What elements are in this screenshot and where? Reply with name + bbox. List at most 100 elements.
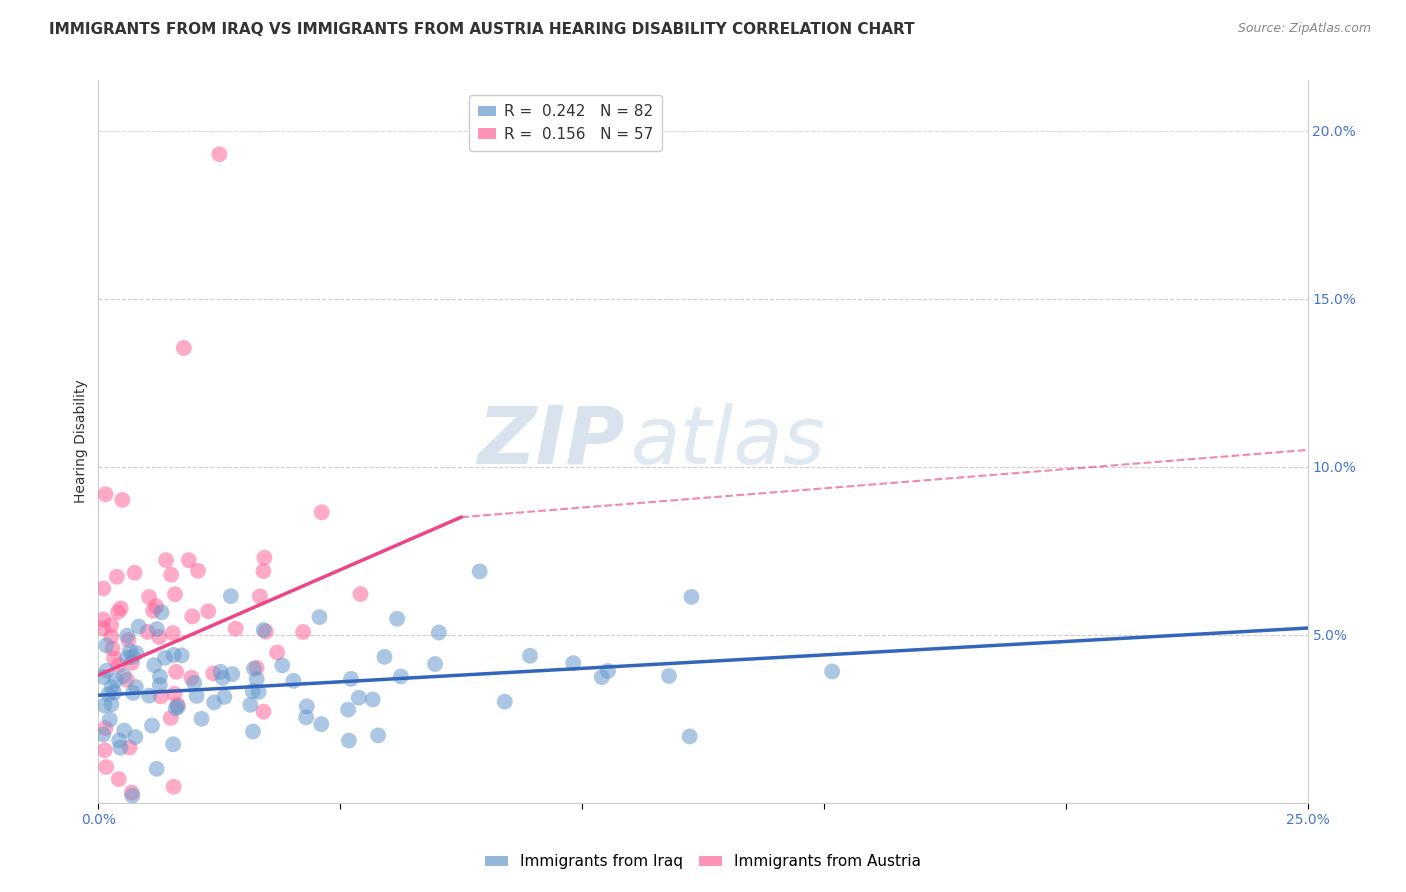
Point — [117, 633, 139, 648]
Point — [125, 680, 148, 694]
Point — [115, 650, 138, 665]
Point — [110, 601, 132, 615]
Point — [94, 721, 117, 735]
Point — [202, 666, 225, 681]
Point — [308, 610, 330, 624]
Point — [247, 685, 270, 699]
Point — [211, 671, 233, 685]
Point — [180, 671, 202, 685]
Text: atlas: atlas — [630, 402, 825, 481]
Point — [187, 564, 209, 578]
Point — [110, 740, 132, 755]
Point — [202, 695, 225, 709]
Point — [93, 698, 115, 713]
Point — [361, 692, 384, 706]
Point — [91, 621, 114, 635]
Point — [214, 690, 236, 704]
Text: IMMIGRANTS FROM IRAQ VS IMMIGRANTS FROM AUSTRIA HEARING DISABILITY CORRELATION C: IMMIGRANTS FROM IRAQ VS IMMIGRANTS FROM … — [49, 22, 915, 37]
Point — [254, 624, 277, 639]
Point — [103, 651, 125, 665]
Point — [94, 743, 117, 757]
Point — [170, 648, 193, 663]
Point — [246, 661, 269, 675]
Point — [562, 656, 585, 670]
Point — [221, 667, 243, 681]
Point — [97, 687, 120, 701]
Point — [148, 630, 170, 644]
Point — [165, 665, 187, 679]
Point — [821, 665, 844, 679]
Point — [128, 619, 150, 633]
Point — [252, 705, 274, 719]
Point — [118, 740, 141, 755]
Point — [373, 649, 395, 664]
Point — [173, 341, 195, 355]
Point — [145, 599, 167, 614]
Legend: R =  0.242   N = 82, R =  0.156   N = 57: R = 0.242 N = 82, R = 0.156 N = 57 — [468, 95, 662, 151]
Point — [104, 673, 127, 688]
Point — [423, 657, 446, 671]
Point — [292, 624, 315, 639]
Point — [94, 487, 117, 501]
Point — [347, 690, 370, 705]
Point — [166, 698, 188, 712]
Point — [100, 618, 122, 632]
Point — [311, 505, 333, 519]
Point — [494, 695, 516, 709]
Point — [149, 678, 172, 692]
Point — [190, 712, 212, 726]
Point — [121, 649, 143, 664]
Y-axis label: Hearing Disability: Hearing Disability — [75, 380, 89, 503]
Point — [252, 564, 274, 578]
Point — [125, 646, 148, 660]
Point — [146, 622, 169, 636]
Point — [162, 626, 184, 640]
Point — [91, 727, 114, 741]
Point — [162, 737, 184, 751]
Point — [121, 656, 143, 670]
Point — [243, 662, 266, 676]
Point — [120, 644, 142, 658]
Point — [100, 697, 122, 711]
Point — [295, 699, 318, 714]
Point — [136, 624, 159, 639]
Text: ZIP: ZIP — [477, 402, 624, 481]
Point — [149, 669, 172, 683]
Point — [253, 550, 276, 565]
Point — [122, 686, 145, 700]
Point — [225, 622, 247, 636]
Point — [162, 648, 184, 662]
Point — [177, 553, 200, 567]
Point — [468, 565, 491, 579]
Point — [112, 669, 135, 683]
Point — [159, 711, 181, 725]
Point — [124, 730, 146, 744]
Point — [115, 673, 138, 687]
Point — [367, 728, 389, 742]
Point — [91, 670, 114, 684]
Point — [242, 684, 264, 698]
Point — [266, 645, 288, 659]
Point — [658, 669, 681, 683]
Point — [349, 587, 371, 601]
Point — [96, 639, 118, 653]
Point — [679, 730, 702, 744]
Point — [160, 567, 183, 582]
Text: Source: ZipAtlas.com: Source: ZipAtlas.com — [1237, 22, 1371, 36]
Point — [96, 760, 118, 774]
Point — [337, 733, 360, 747]
Legend: Immigrants from Iraq, Immigrants from Austria: Immigrants from Iraq, Immigrants from Au… — [479, 848, 927, 875]
Point — [100, 680, 122, 694]
Point — [283, 673, 305, 688]
Point — [219, 589, 242, 603]
Point — [183, 676, 205, 690]
Point — [209, 665, 232, 679]
Point — [153, 651, 176, 665]
Point — [150, 605, 173, 619]
Point — [239, 698, 262, 712]
Point — [96, 664, 118, 678]
Point — [107, 772, 129, 786]
Point — [340, 672, 363, 686]
Point — [115, 629, 138, 643]
Point — [141, 718, 163, 732]
